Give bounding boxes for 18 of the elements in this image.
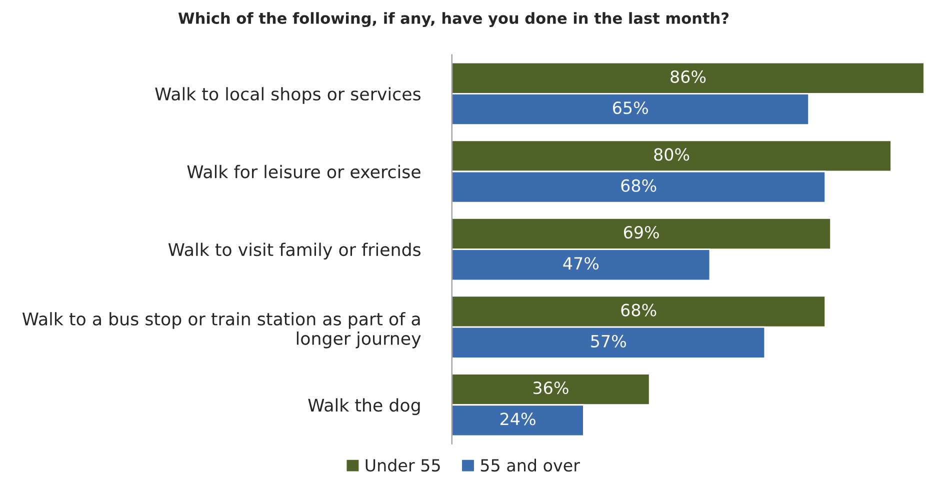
data-label: 80% bbox=[654, 148, 690, 161]
data-label: 86% bbox=[670, 70, 706, 83]
data-label: 65% bbox=[613, 101, 648, 114]
y-tick-label: Walk for leisure or exercise bbox=[187, 164, 420, 178]
data-label: 36% bbox=[533, 382, 568, 394]
data-label: 24% bbox=[500, 412, 536, 426]
data-label: 68% bbox=[621, 304, 656, 316]
y-tick-label: Walk the dog bbox=[308, 398, 420, 416]
y-tick-label: Walk to local shops or services bbox=[155, 87, 420, 104]
y-tick-label: Walk to visit family or friends bbox=[168, 242, 420, 260]
legend-label: Under 55 bbox=[366, 458, 440, 472]
legend-label: 55 and over bbox=[480, 458, 580, 472]
data-label: 69% bbox=[624, 226, 659, 239]
data-label: 57% bbox=[591, 334, 626, 348]
chart-title: Which of the following, if any, have you done in the last month? bbox=[178, 12, 729, 28]
data-label: 47% bbox=[563, 257, 599, 270]
y-tick-label: Walk to a bus stop or train station as part of a longer journey bbox=[22, 312, 421, 348]
data-label: 68% bbox=[621, 179, 656, 192]
